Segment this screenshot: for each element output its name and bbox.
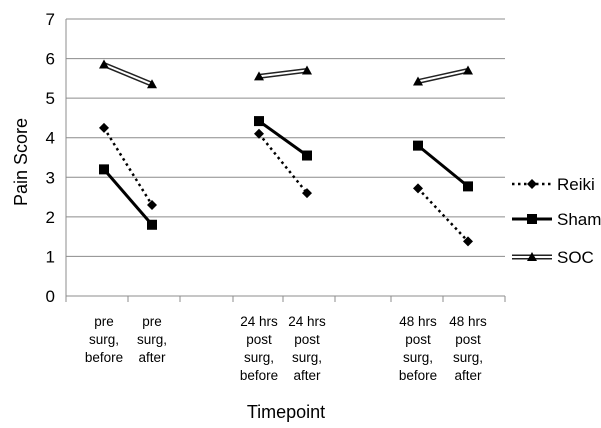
legend: Reiki Sham SOC [512, 175, 601, 267]
x-tick-label-line: post [405, 332, 431, 347]
y-tick-label-6: 6 [46, 50, 55, 69]
x-tick-label-3: 24 hrs post surg, after [288, 314, 326, 383]
x-tick-label-line: post [455, 332, 481, 347]
point-sham-1 [147, 219, 157, 230]
axes [65, 19, 506, 302]
y-tick-label-3: 3 [46, 168, 55, 187]
point-soc-0 [99, 59, 109, 69]
x-tick-label-4: 48 hrs post surg, before [399, 314, 437, 383]
point-reiki-1 [147, 199, 157, 210]
x-tick-label-5: 48 hrs post surg, after [449, 314, 487, 383]
point-sham-4 [413, 140, 423, 151]
point-soc-5 [463, 65, 473, 75]
y-tick-label-7: 7 [46, 10, 55, 29]
series-lines [99, 59, 473, 247]
point-sham-2 [254, 116, 264, 127]
x-tick-label-line: pre [94, 314, 114, 329]
x-tick-label-line: surg, [453, 350, 483, 365]
x-tick-label-line: 48 hrs [399, 314, 437, 329]
point-sham-3 [302, 150, 312, 161]
line-segment-sham-0 [102, 168, 154, 226]
x-tick-label-line: 24 hrs [288, 314, 326, 329]
x-tick-label-2: 24 hrs post surg, before [240, 314, 278, 383]
x-tick-label-line: post [246, 332, 272, 347]
x-tick-label-line: surg, [403, 350, 433, 365]
point-reiki-0 [99, 122, 109, 133]
point-reiki-4 [413, 183, 423, 194]
x-tick-label-line: 48 hrs [449, 314, 487, 329]
legend-item-soc: SOC [512, 248, 594, 267]
legend-marker-reiki [527, 179, 537, 189]
line-segment-reiki-2 [417, 187, 469, 243]
line-segment-soc-1-inner [258, 69, 308, 78]
x-tick-labels: pre surg, before pre surg, after 24 hrs post sur… [85, 314, 487, 383]
legend-item-reiki: Reiki [512, 175, 595, 194]
series-soc [99, 59, 473, 89]
x-tick-label-line: surg, [244, 350, 274, 365]
point-reiki-3 [302, 188, 312, 199]
legend-label-sham: Sham [557, 210, 601, 229]
legend-label-soc: SOC [557, 248, 594, 267]
x-tick-label-line: pre [142, 314, 162, 329]
x-tick-label-line: before [240, 368, 278, 383]
legend-marker-soc [527, 252, 537, 261]
line-segment-reiki-1 [258, 132, 308, 194]
legend-label-reiki: Reiki [557, 175, 595, 194]
x-tick-label-1: pre surg, after [137, 314, 167, 365]
x-tick-label-line: after [138, 350, 166, 365]
x-tick-label-line: after [293, 368, 321, 383]
y-tick-label-4: 4 [46, 129, 55, 148]
gridlines [66, 18, 505, 257]
x-tick-label-line: surg, [292, 350, 322, 365]
series-reiki [99, 122, 473, 247]
point-soc-3 [302, 65, 312, 75]
line-segment-reiki-0 [102, 127, 154, 206]
x-tick-label-line: after [454, 368, 482, 383]
series-sham [99, 116, 473, 230]
y-tick-labels: 0 1 2 3 4 5 6 7 [46, 10, 55, 306]
line-segment-sham-1 [258, 119, 308, 157]
line-segment-soc-0-inner [103, 63, 153, 86]
x-tick-label-0: pre surg, before [85, 314, 123, 365]
point-sham-5 [463, 181, 473, 192]
line-segment-sham-2 [417, 144, 469, 188]
legend-item-sham: Sham [512, 210, 601, 229]
y-axis-title: Pain Score [11, 118, 31, 206]
point-soc-2 [254, 71, 264, 81]
x-tick-label-line: post [294, 332, 320, 347]
point-soc-1 [147, 79, 157, 89]
line-segment-soc-2-inner [417, 69, 469, 83]
point-sham-0 [99, 164, 109, 175]
y-tick-label-2: 2 [46, 208, 55, 227]
x-tick-label-line: before [399, 368, 437, 383]
y-tick-label-1: 1 [46, 247, 55, 266]
y-tick-label-0: 0 [46, 287, 55, 306]
y-tick-label-5: 5 [46, 89, 55, 108]
legend-marker-sham [527, 214, 537, 224]
x-tick-label-line: surg, [89, 332, 119, 347]
point-reiki-2 [254, 128, 264, 139]
point-reiki-5 [463, 236, 473, 247]
x-tick-label-line: surg, [137, 332, 167, 347]
x-tick-label-line: before [85, 350, 123, 365]
point-soc-4 [413, 76, 423, 86]
x-tick-label-line: 24 hrs [240, 314, 278, 329]
x-axis-title: Timepoint [247, 402, 325, 422]
